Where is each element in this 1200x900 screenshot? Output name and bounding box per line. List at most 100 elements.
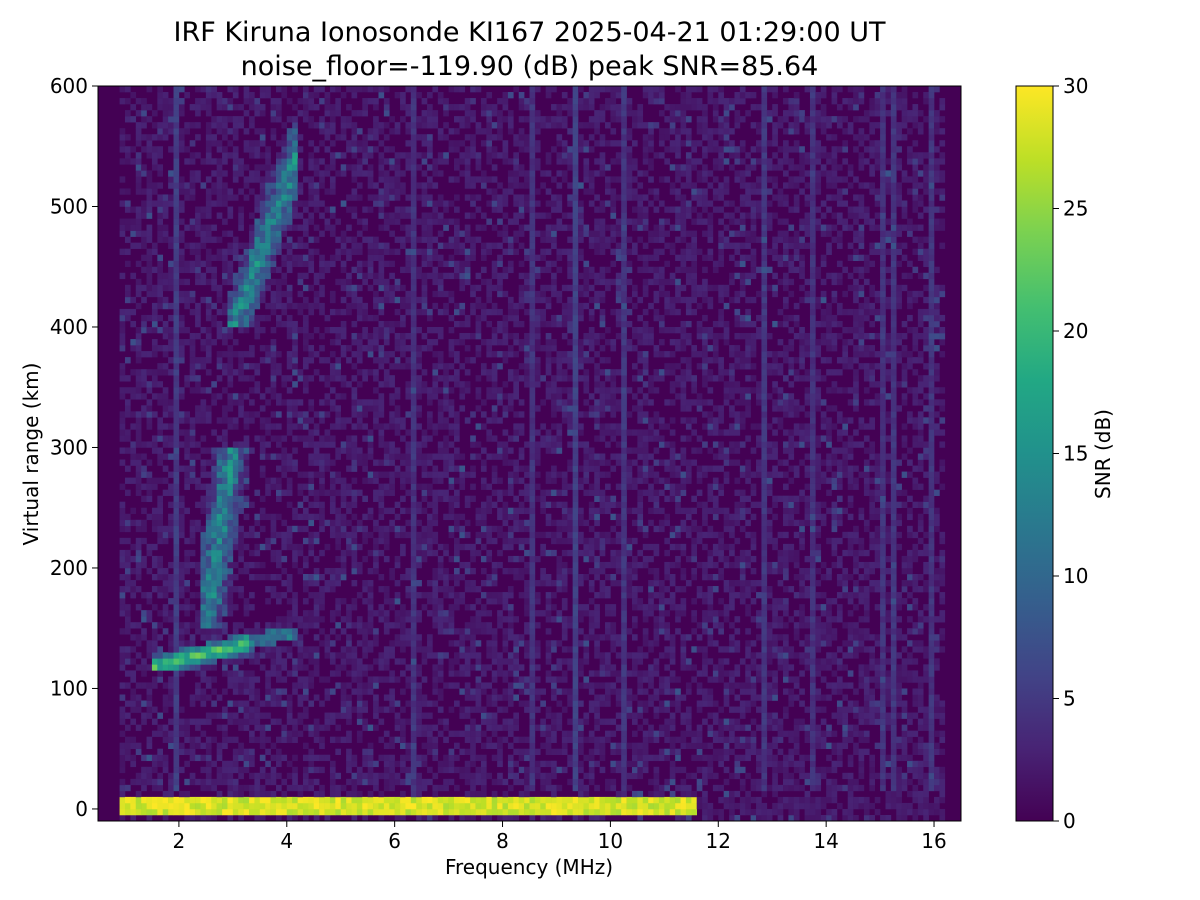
heatmap-cell [141, 134, 147, 141]
heatmap-cell [302, 435, 309, 442]
heatmap-cell [189, 333, 196, 340]
heatmap-cell [270, 116, 277, 123]
heatmap-cell [373, 345, 379, 352]
heatmap-cell [249, 387, 255, 394]
heatmap-cell [346, 718, 352, 725]
heatmap-cell [146, 272, 153, 280]
heatmap-cell [346, 700, 352, 707]
heatmap-cell [243, 634, 250, 641]
heatmap-cell [205, 236, 212, 243]
heatmap-cell [437, 471, 444, 478]
heatmap-cell [173, 164, 180, 171]
heatmap-cell [195, 357, 201, 364]
heatmap-cell [265, 170, 271, 177]
heatmap-cell [281, 592, 288, 599]
heatmap-cell [486, 146, 493, 153]
heatmap-cell [205, 694, 212, 701]
heatmap-cell [324, 381, 331, 388]
heatmap-cell [340, 706, 347, 713]
heatmap-cell [173, 429, 180, 436]
heatmap-cell [453, 308, 460, 316]
heatmap-cell [151, 110, 158, 117]
heatmap-cell [259, 278, 266, 286]
heatmap-cell [470, 471, 476, 478]
heatmap-cell [232, 320, 239, 328]
heatmap-cell [189, 182, 196, 189]
heatmap-cell [421, 453, 428, 460]
heatmap-cell [189, 640, 196, 647]
heatmap-cell [281, 453, 288, 460]
heatmap-cell [410, 351, 417, 358]
heatmap-cell [329, 405, 336, 412]
heatmap-cell [146, 736, 153, 743]
heatmap-cell [211, 555, 217, 563]
heatmap-cell [464, 314, 471, 322]
heatmap-cell [335, 724, 342, 731]
heatmap-cell [292, 363, 298, 370]
heatmap-cell [470, 754, 476, 762]
heatmap-cell [329, 808, 336, 816]
heatmap-cell [275, 513, 282, 521]
heatmap-cell [119, 658, 126, 665]
heatmap-cell [200, 778, 207, 786]
heatmap-cell [119, 748, 126, 756]
heatmap-cell [292, 435, 298, 442]
heatmap-cell [416, 610, 422, 617]
heatmap-cell [130, 242, 137, 249]
heatmap-cell [459, 543, 466, 551]
heatmap-cell [453, 435, 460, 442]
heatmap-cell [119, 98, 126, 105]
heatmap-cell [302, 784, 309, 792]
heatmap-cell [211, 567, 217, 575]
heatmap-cell [491, 658, 498, 665]
heatmap-cell [205, 369, 212, 376]
heatmap-cell [205, 718, 212, 725]
heatmap-cell [151, 375, 158, 382]
heatmap-cell [373, 519, 379, 527]
heatmap-cell [151, 634, 158, 641]
heatmap-cell [157, 664, 164, 671]
heatmap-cell [222, 411, 228, 418]
heatmap-cell [405, 531, 412, 539]
heatmap-cell [292, 339, 298, 346]
heatmap-cell [400, 351, 406, 358]
heatmap-cell [189, 592, 196, 599]
heatmap-cell [491, 200, 498, 207]
heatmap-cell [184, 586, 190, 593]
heatmap-cell [254, 411, 261, 418]
heatmap-cell [292, 592, 298, 599]
heatmap-cell [168, 700, 174, 707]
heatmap-cell [146, 700, 153, 707]
heatmap-cell [356, 423, 363, 430]
heatmap-cell [443, 122, 449, 129]
heatmap-cell [232, 760, 239, 768]
heatmap-cell [410, 453, 417, 460]
heatmap-cell [383, 706, 390, 713]
heatmap-cell [362, 146, 368, 153]
heatmap-cell [302, 98, 309, 105]
heatmap-cell [367, 772, 374, 780]
heatmap-cell [405, 429, 412, 436]
heatmap-cell [400, 525, 406, 533]
heatmap-cell [427, 134, 433, 141]
heatmap-cell [297, 700, 304, 707]
heatmap-cell [259, 236, 266, 243]
heatmap-cell [383, 694, 390, 701]
heatmap-cell [421, 296, 428, 304]
heatmap-cell [373, 339, 379, 346]
heatmap-cell [470, 116, 476, 123]
heatmap-cell [124, 784, 131, 792]
heatmap-cell [405, 260, 412, 268]
heatmap-cell [173, 640, 180, 647]
heatmap-cell [281, 399, 288, 406]
heatmap-cell [432, 670, 439, 677]
heatmap-cell [410, 790, 417, 798]
heatmap-cell [421, 700, 428, 707]
heatmap-cell [497, 724, 503, 731]
heatmap-cell [222, 417, 228, 424]
heatmap-cell [292, 754, 298, 762]
heatmap-cell [254, 772, 261, 780]
heatmap-cell [195, 682, 201, 689]
heatmap-cell [351, 796, 358, 804]
heatmap-cell [421, 507, 428, 515]
